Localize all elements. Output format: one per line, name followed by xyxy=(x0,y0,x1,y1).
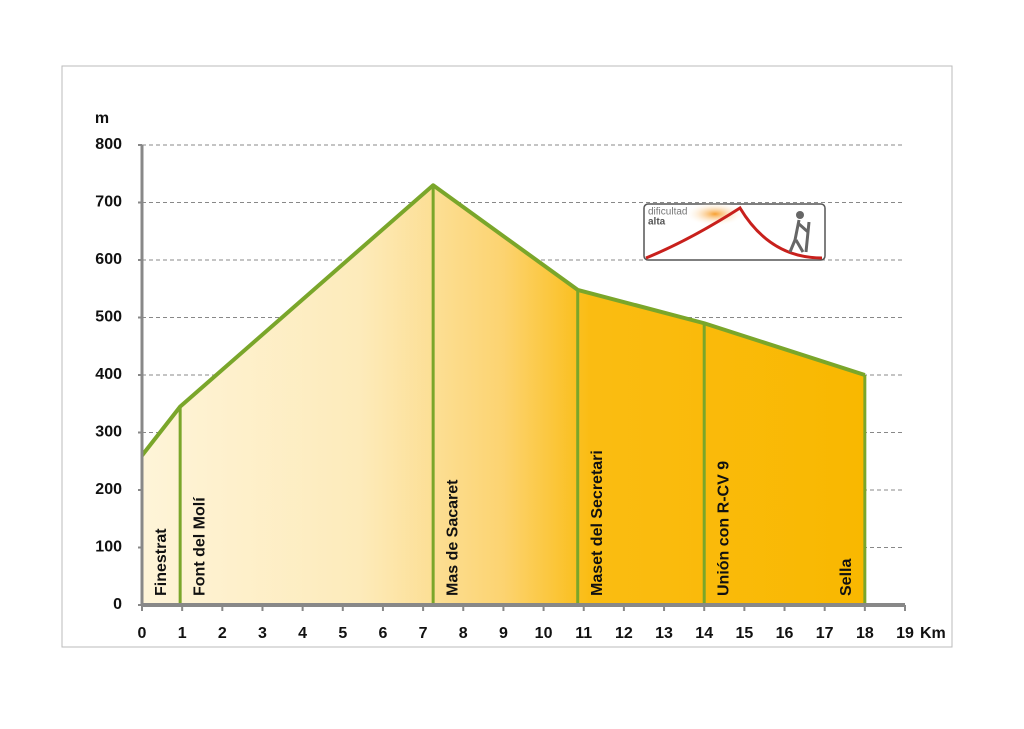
x-tick-label: 4 xyxy=(298,625,307,642)
hiker xyxy=(788,219,811,253)
badge-curve xyxy=(645,205,823,260)
x-tick-label: 12 xyxy=(615,625,633,642)
x-tick-label: 1 xyxy=(178,625,187,642)
x-tick-label: 0 xyxy=(138,625,147,642)
x-tick-label: 2 xyxy=(218,625,227,642)
badge-glow xyxy=(685,202,745,226)
x-tick-label: 5 xyxy=(338,625,347,642)
profile-line xyxy=(140,183,866,457)
difficulty-badge: dificultad alta xyxy=(643,202,826,261)
x-tick-label: 18 xyxy=(856,625,874,642)
y-tick-label: 300 xyxy=(95,424,122,441)
x-tick-label: 11 xyxy=(575,625,592,642)
waypoint-label: Font del Molí xyxy=(191,497,208,596)
badge-text: dificultad xyxy=(648,207,687,218)
waypoint-label: Sella xyxy=(838,559,855,596)
x-tick-label: 6 xyxy=(378,625,387,642)
hiker xyxy=(796,211,804,219)
waypoint-label: Mas de Sacaret xyxy=(444,479,461,596)
x-tick-label: 8 xyxy=(459,625,468,642)
y-tick-label: 200 xyxy=(95,481,122,498)
x-tick-label: 19 xyxy=(896,625,914,642)
y-tick-label: 800 xyxy=(95,136,122,153)
x-axis-label: Km xyxy=(920,625,946,642)
y-tick-label: 0 xyxy=(113,596,122,613)
y-tick-label: 400 xyxy=(95,366,122,383)
x-tick-label: 16 xyxy=(776,625,794,642)
y-tick-label: 100 xyxy=(95,539,122,556)
x-tick-label: 14 xyxy=(695,625,713,642)
x-tick-label: 3 xyxy=(258,625,267,642)
y-tick-label: 700 xyxy=(95,194,122,211)
waypoint-label: Unión con R-CV 9 xyxy=(715,461,732,596)
x-tick-label: 9 xyxy=(499,625,508,642)
x-tick-label: 7 xyxy=(419,625,428,642)
x-tick-label: 13 xyxy=(655,625,673,642)
y-tick-label: 500 xyxy=(95,309,122,326)
y-axis-label: m xyxy=(95,110,109,127)
x-tick-label: 15 xyxy=(735,625,753,642)
waypoint-label: Maset del Secretari xyxy=(589,450,606,596)
y-tick-label: 600 xyxy=(95,251,122,268)
badge-text: alta xyxy=(648,217,666,228)
x-tick-label: 17 xyxy=(816,625,834,642)
area-fill xyxy=(142,185,865,605)
waypoint-label: Finestrat xyxy=(153,528,170,596)
x-tick-label: 10 xyxy=(535,625,553,642)
